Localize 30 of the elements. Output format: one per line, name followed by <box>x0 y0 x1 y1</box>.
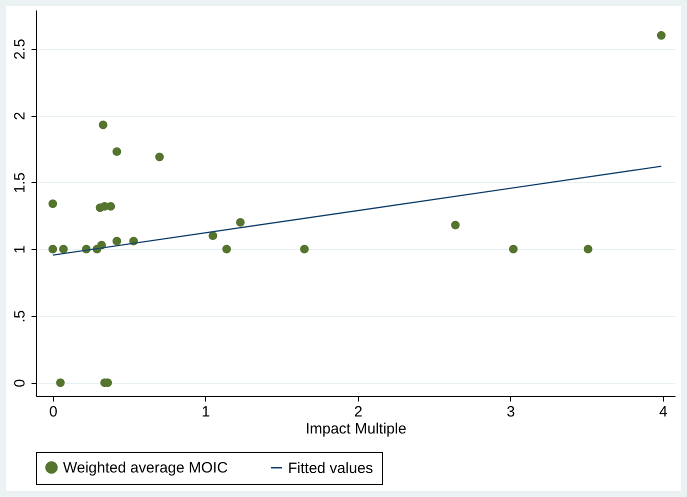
point <box>451 220 460 230</box>
y-tick-label: 1.5 <box>12 172 28 194</box>
point <box>98 120 108 130</box>
point <box>112 236 122 246</box>
legend-label: Weighted average MOIC <box>63 460 228 477</box>
point <box>112 147 122 156</box>
point <box>56 378 65 387</box>
y-tick-label: 1 <box>12 245 28 254</box>
legend-label: Fitted values <box>288 460 374 477</box>
point <box>208 231 218 240</box>
point <box>236 218 245 227</box>
x-axis-title: Impact Multiple <box>306 420 406 438</box>
x-tick-label: 4 <box>659 404 668 420</box>
point <box>584 244 592 254</box>
point <box>300 244 309 254</box>
point <box>155 152 164 162</box>
point <box>509 244 518 254</box>
y-tick-label: 2.5 <box>12 38 28 60</box>
point <box>48 199 58 208</box>
point <box>59 244 68 254</box>
x-tick-label: 0 <box>49 404 58 420</box>
y-tick-label: 0 <box>12 378 28 388</box>
point <box>222 244 231 254</box>
x-tick-label: 2 <box>354 404 362 420</box>
point <box>48 244 58 254</box>
y-tick-label: 2 <box>12 112 28 120</box>
point <box>656 31 666 40</box>
x-tick-label: 3 <box>506 404 515 420</box>
x-tick-label: 1 <box>202 404 210 420</box>
y-tick-label: .5 <box>12 310 28 323</box>
